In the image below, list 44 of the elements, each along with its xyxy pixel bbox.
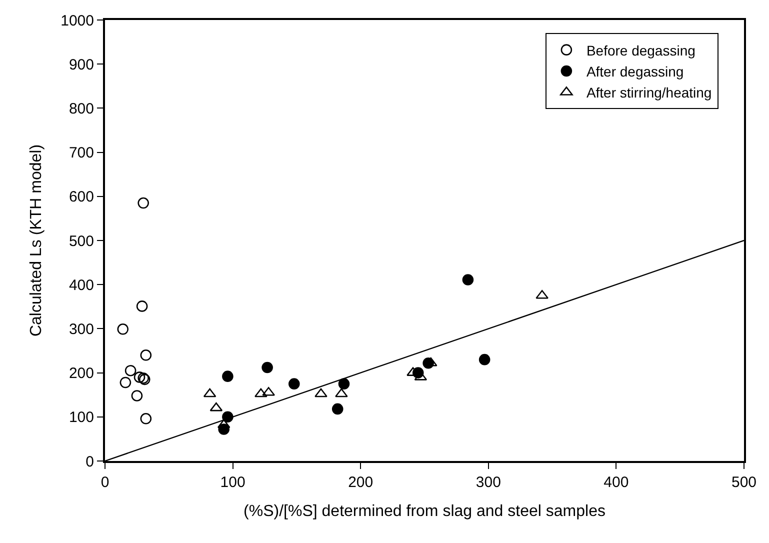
point	[314, 388, 328, 398]
x-tick-label: 0	[100, 474, 110, 491]
point	[140, 413, 152, 424]
x-tick-label: 500	[731, 474, 757, 491]
y-tick-label: 0	[86, 453, 94, 470]
legend-label: After degassing	[586, 63, 684, 80]
y-tick-label: 300	[68, 320, 94, 338]
point	[462, 274, 474, 286]
y-tick-label: 900	[68, 56, 94, 74]
legend-label: Before degassing	[586, 42, 696, 58]
point	[210, 402, 223, 412]
y-tick-label: 200	[68, 365, 94, 382]
x-tick-label: 200	[348, 474, 374, 491]
x-tick-label: 100	[220, 474, 246, 491]
point	[124, 364, 136, 376]
legend-label: After stirring/heating	[586, 84, 712, 101]
y-axis-title: Calculated Ls (KTH model)	[28, 144, 46, 337]
point	[254, 388, 268, 398]
point	[478, 354, 490, 366]
point	[332, 403, 344, 415]
point	[134, 372, 146, 383]
x-tick-label: 300	[476, 474, 501, 491]
x-tick-label: 400	[604, 474, 629, 491]
point	[536, 290, 548, 299]
point	[262, 362, 273, 374]
y-tick-label: 1000	[60, 12, 94, 30]
point	[120, 376, 132, 388]
point	[222, 370, 234, 382]
point	[138, 197, 149, 209]
point	[140, 350, 152, 361]
y-tick-label: 100	[68, 409, 94, 426]
y-tick-label: 400	[68, 276, 94, 294]
point	[335, 388, 348, 398]
point	[203, 388, 216, 398]
point	[117, 323, 129, 335]
x-axis-title: (%S)/[%S] determined from slag and steel samples	[244, 503, 606, 520]
point	[131, 390, 143, 402]
y-tick-label: 700	[68, 144, 94, 162]
point	[136, 300, 148, 312]
point	[288, 378, 300, 390]
y-tick-label: 800	[68, 100, 94, 118]
y-tick-label: 500	[68, 232, 94, 250]
y-tick-label: 600	[68, 188, 94, 206]
point	[338, 378, 350, 390]
